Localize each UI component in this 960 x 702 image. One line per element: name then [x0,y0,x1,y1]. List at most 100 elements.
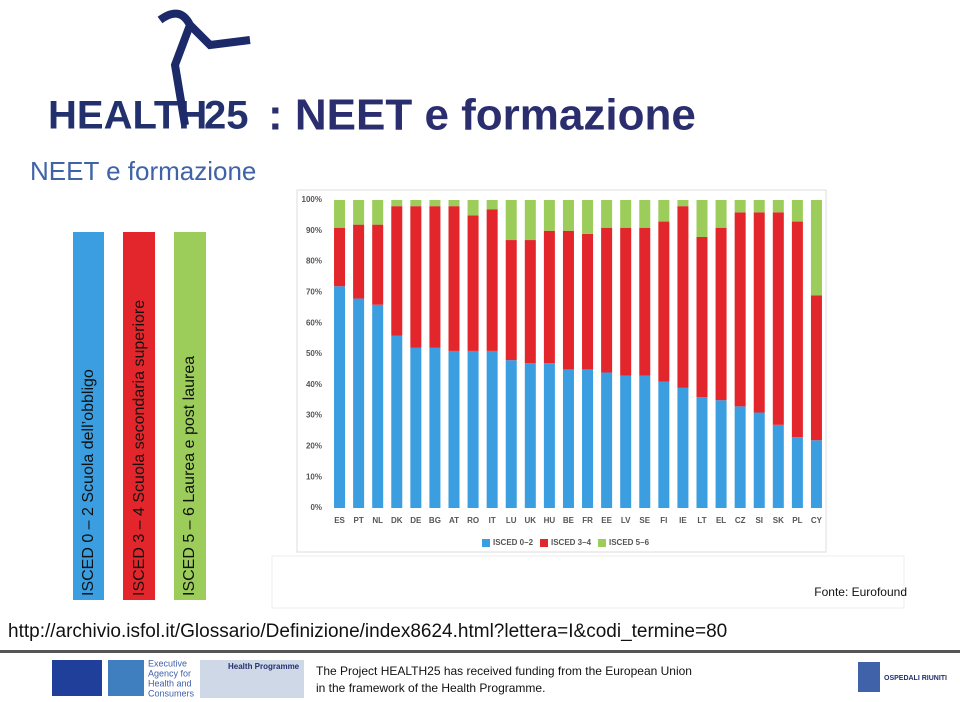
bar-segment [562,369,574,508]
x-tick-label: IE [679,516,687,525]
bar-segment [486,209,498,351]
source: Fonte: Eurofound [814,585,907,599]
y-tick-label: 20% [306,442,322,451]
logo-figure [157,9,251,126]
y-tick-label: 0% [310,503,322,512]
x-tick-label: LV [621,516,631,525]
level-box [73,232,104,600]
x-tick-label: DK [391,516,403,525]
bar-segment [467,215,479,351]
bar-segment [810,440,822,508]
footer-rule [0,650,960,653]
source-frame [271,555,905,609]
bar-segment [391,335,403,508]
legend-label: ISCED 0–2 [493,538,534,547]
y-tick-label: 60% [306,318,322,327]
bar-segment [715,200,727,228]
bar-segment [410,200,422,207]
bar-segment [372,224,384,305]
bar-segment [772,424,784,508]
link[interactable]: http://archivio.isfol.it/Glossario/Defin… [8,621,727,642]
x-tick-label: HU [544,516,556,525]
bar-segment [810,200,822,296]
bar-segment [562,200,574,231]
bar-segment [601,372,613,508]
programme: Health Programme [228,662,300,671]
bar-segment [658,221,670,382]
agency-logo [108,660,144,696]
bar-segment [372,200,384,225]
x-tick-label: NL [372,516,383,525]
bar-segment [410,206,422,348]
x-tick-label: FI [660,516,667,525]
bar-segment [601,200,613,228]
level-label: ISCED 3 – 4 Scuola secondaria superiore [131,300,148,596]
y-tick-label: 10% [306,472,322,481]
hospital: OSPEDALI RIUNITI [884,675,947,682]
bar-segment [486,200,498,210]
hospital-logo [858,662,880,692]
bar-segment [601,227,613,373]
x-tick-label: CZ [735,516,746,525]
x-tick-label: PT [353,516,363,525]
bar-segment [467,200,479,216]
bar-segment [620,375,632,508]
x-tick-label: ES [334,516,345,525]
bar-segment [505,240,517,361]
x-tick-label: BE [563,516,575,525]
bar-segment [334,200,346,228]
bar-segment [372,304,384,508]
bar-segment [505,360,517,508]
agency: Health and [148,678,192,688]
legend-label: ISCED 5–6 [609,538,650,547]
bar-segment [639,200,651,228]
x-tick-label: SE [639,516,650,525]
x-tick-label: CY [811,516,823,525]
bar-segment [734,200,746,213]
bar-segment [620,200,632,228]
bar-segment [334,286,346,508]
bar-segment [524,240,536,364]
legend-swatch [598,539,606,547]
level-label: ISCED 0 – 2 Scuola dell’obbligo [80,369,97,596]
bar-segment [562,230,574,370]
bar-segment [620,227,632,376]
x-tick-label: AT [449,516,459,525]
bar-segment [353,224,365,299]
x-tick-label: FR [582,516,593,525]
bar-segment [410,347,422,508]
y-tick-label: 40% [306,380,322,389]
bar-segment [753,212,765,413]
x-tick-label: RO [467,516,479,525]
bar-segment [696,397,708,508]
legend-swatch [540,539,548,547]
subtitle: NEET e formazione [30,156,256,186]
level-label: ISCED 5 – 6 Laurea e post laurea [181,356,198,596]
title: : NEET e formazione [268,91,696,140]
bar-segment [677,200,689,207]
logo-number: 25 [204,94,249,138]
bar-segment [505,200,517,241]
y-tick-label: 70% [306,288,322,297]
bar-segment [639,227,651,376]
agency: Consumers [148,688,195,698]
bar-segment [543,363,555,508]
bar-segment [353,200,365,225]
bar-segment [734,406,746,508]
bar-segment [639,375,651,508]
bar-segment [677,387,689,508]
y-tick-label: 100% [302,195,322,204]
agency: Executive [148,658,187,668]
bar-segment [734,212,746,407]
level-box [123,232,155,600]
bar-segment [524,200,536,241]
agency: Agency for [148,668,191,678]
bar-segment [391,206,403,336]
x-tick-label: EL [716,516,726,525]
funding: in the framework of the Health Programme… [316,681,545,695]
eu-flag [52,660,102,696]
bar-segment [582,369,594,508]
bar-segment [715,227,727,401]
bar-segment [334,227,346,287]
bar-segment [543,230,555,364]
